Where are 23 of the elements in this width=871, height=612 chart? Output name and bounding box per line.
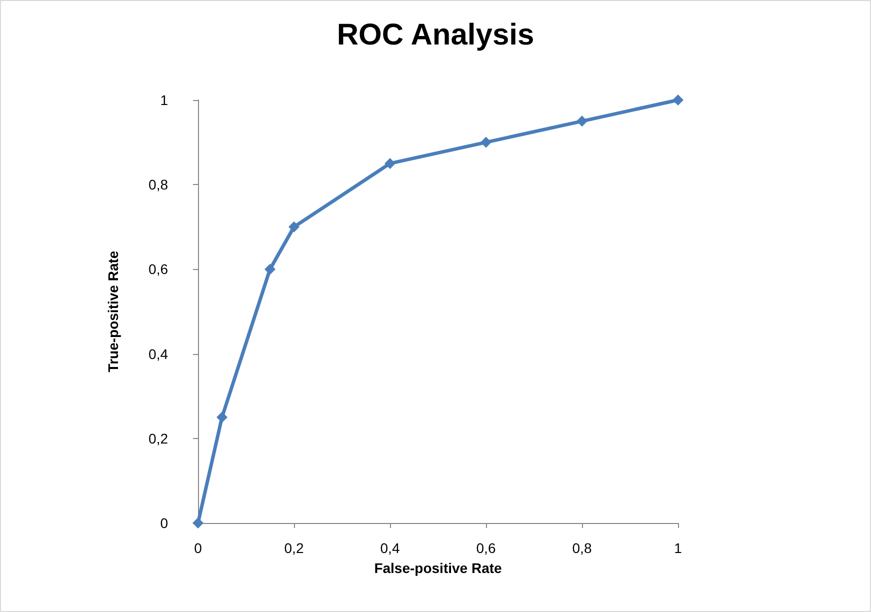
x-tick-label: 0,4 [380, 540, 400, 556]
point [480, 136, 492, 148]
y-tick-label: 0,2 [148, 430, 168, 446]
x-tick-label: 0,2 [284, 540, 304, 556]
x-axis-title: False-positive Rate [374, 560, 502, 576]
y-tick-label: 0,8 [148, 176, 168, 193]
y-tick-label: 0,4 [148, 346, 168, 362]
point [264, 264, 276, 275]
x-tick-label: 0,8 [572, 540, 592, 556]
x-tick-label: 0,6 [476, 540, 496, 556]
x-tick-label: 0 [194, 540, 202, 556]
point [216, 412, 228, 423]
point [192, 518, 204, 528]
x-tick-label: 1 [674, 540, 682, 556]
y-tick-label: 0,6 [148, 261, 168, 278]
y-tick-label: 0 [160, 515, 168, 531]
point [288, 221, 300, 232]
point [384, 158, 396, 169]
chart-title: ROC Analysis [336, 18, 534, 52]
y-tick-label: 1 [160, 92, 168, 108]
point [672, 94, 684, 106]
point [576, 116, 588, 127]
y-axis-title: True-positive Rate [105, 250, 121, 372]
